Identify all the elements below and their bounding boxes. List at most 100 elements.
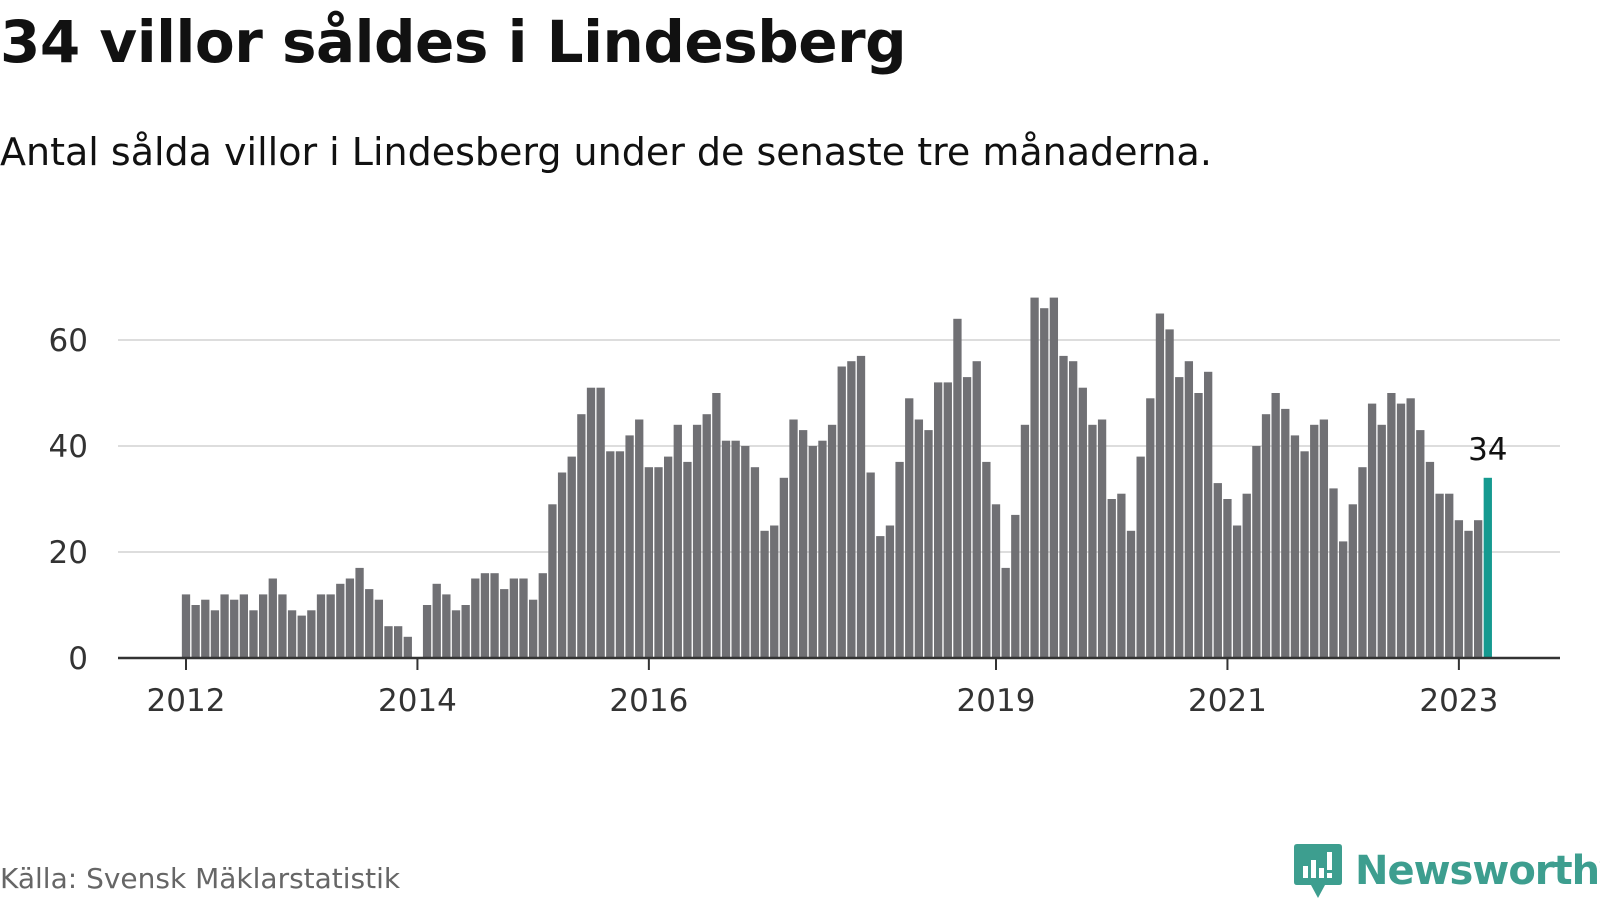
source-note: Källa: Svensk Mäklarstatistik bbox=[0, 862, 401, 895]
bar bbox=[548, 504, 557, 658]
bar bbox=[982, 461, 991, 658]
bar bbox=[374, 599, 384, 658]
bar bbox=[287, 610, 297, 658]
bar bbox=[625, 435, 634, 658]
bar bbox=[1242, 493, 1251, 658]
bar bbox=[615, 451, 625, 658]
bar bbox=[770, 525, 779, 658]
y-tick-label: 40 bbox=[49, 429, 88, 465]
bar bbox=[509, 578, 519, 658]
x-tick-label: 2021 bbox=[1188, 683, 1267, 719]
bar bbox=[934, 382, 943, 658]
bar bbox=[1030, 297, 1039, 658]
bar bbox=[557, 472, 567, 658]
bar bbox=[201, 599, 210, 658]
bar bbox=[654, 467, 663, 658]
x-tick-label: 2012 bbox=[147, 683, 226, 719]
bar bbox=[249, 610, 258, 658]
bar bbox=[953, 318, 962, 658]
bar-highlight bbox=[1483, 477, 1492, 658]
bar bbox=[1396, 403, 1406, 658]
bar bbox=[991, 504, 1001, 658]
highlight-value-label: 34 bbox=[1468, 432, 1507, 468]
bar bbox=[818, 440, 827, 658]
bar bbox=[1097, 419, 1107, 658]
bar bbox=[220, 594, 229, 658]
bar bbox=[1223, 499, 1232, 658]
bar bbox=[876, 536, 885, 658]
bar bbox=[895, 461, 904, 658]
bar bbox=[1194, 393, 1203, 658]
bar bbox=[1136, 456, 1145, 658]
bar bbox=[1358, 467, 1367, 658]
bar bbox=[442, 594, 451, 658]
bar bbox=[1049, 297, 1059, 658]
bar bbox=[596, 387, 605, 658]
bar bbox=[1088, 424, 1097, 658]
bar bbox=[519, 578, 528, 658]
bar bbox=[1184, 361, 1194, 658]
bar bbox=[1416, 430, 1425, 658]
bar bbox=[586, 387, 596, 658]
bar bbox=[1474, 520, 1483, 658]
y-tick-label: 20 bbox=[49, 535, 88, 571]
bar bbox=[1107, 499, 1116, 658]
bar bbox=[529, 599, 538, 658]
bar bbox=[210, 610, 220, 658]
bar bbox=[1020, 424, 1030, 658]
bar bbox=[1001, 567, 1010, 658]
bar bbox=[1078, 387, 1087, 658]
bar bbox=[316, 594, 326, 658]
bar bbox=[914, 419, 924, 658]
bar bbox=[972, 361, 981, 658]
bar bbox=[1165, 329, 1174, 658]
y-tick-label: 0 bbox=[68, 641, 88, 677]
bar bbox=[856, 355, 866, 658]
bar bbox=[1464, 530, 1473, 658]
bar bbox=[924, 430, 933, 658]
bar bbox=[1252, 446, 1261, 658]
bar bbox=[1261, 414, 1271, 658]
bar bbox=[1232, 525, 1242, 658]
bar bbox=[567, 456, 576, 658]
bar bbox=[1425, 461, 1435, 658]
bar bbox=[943, 382, 952, 658]
bar bbox=[230, 599, 239, 658]
bar bbox=[1069, 361, 1078, 658]
bar bbox=[1213, 483, 1222, 658]
bar bbox=[692, 424, 702, 658]
bar bbox=[1348, 504, 1357, 658]
bar bbox=[1146, 398, 1155, 658]
bar bbox=[760, 530, 769, 658]
bar bbox=[422, 605, 432, 658]
bar bbox=[461, 605, 470, 658]
bar bbox=[905, 398, 914, 658]
bar bbox=[962, 377, 972, 658]
bar bbox=[799, 430, 808, 658]
bar bbox=[866, 472, 875, 658]
chart-subtitle: Antal sålda villor i Lindesberg under de… bbox=[0, 130, 1212, 174]
bar bbox=[1117, 493, 1126, 658]
bar bbox=[268, 578, 277, 658]
bar bbox=[490, 573, 499, 658]
chart-title: 34 villor såldes i Lindesberg bbox=[0, 8, 907, 76]
bar bbox=[577, 414, 586, 658]
bar bbox=[1339, 541, 1348, 658]
bar bbox=[1367, 403, 1377, 658]
bar bbox=[1387, 393, 1396, 658]
bar bbox=[1310, 424, 1319, 658]
newsworthy-logo-icon bbox=[1294, 844, 1342, 898]
bar bbox=[808, 446, 817, 658]
bar bbox=[365, 589, 374, 658]
bar bbox=[1445, 493, 1454, 658]
bar bbox=[1204, 371, 1213, 658]
bar bbox=[432, 583, 441, 658]
bar bbox=[345, 578, 355, 658]
bar bbox=[1290, 435, 1300, 658]
bar bbox=[1126, 530, 1136, 658]
bar bbox=[258, 594, 268, 658]
bars bbox=[181, 297, 1492, 658]
x-tick-label: 2023 bbox=[1419, 683, 1498, 719]
bar bbox=[789, 419, 798, 658]
